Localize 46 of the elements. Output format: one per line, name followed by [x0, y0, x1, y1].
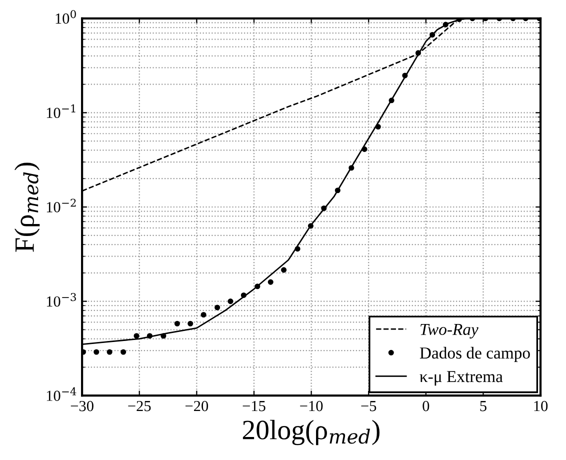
- point: [120, 349, 126, 355]
- x-axis-title: 20log(ρ$_{med}$): [242, 420, 380, 446]
- point: [334, 188, 340, 194]
- point: [348, 165, 354, 171]
- point: [228, 298, 234, 304]
- point: [214, 304, 220, 310]
- point: [281, 267, 287, 273]
- point: [375, 124, 381, 130]
- point: [388, 98, 394, 104]
- point: [415, 50, 422, 56]
- point: [240, 292, 246, 298]
- x-tick-label: 10: [534, 400, 548, 412]
- point: [160, 333, 166, 339]
- point: [268, 279, 274, 285]
- x-tick-label: 5: [480, 401, 486, 412]
- y-tick-label: 10$^{−3}$: [46, 293, 76, 307]
- point: [402, 72, 408, 78]
- point: [254, 284, 260, 290]
- legend-label: κ-μ Extrema: [420, 371, 503, 386]
- point: [362, 146, 368, 152]
- x-tick-label: −20: [186, 400, 208, 412]
- legend-label: Dados de campo: [420, 346, 530, 362]
- point: [200, 312, 206, 318]
- point: [134, 333, 140, 339]
- y-axis-title: F(ρ$_{med}$): [14, 162, 40, 252]
- point: [294, 246, 300, 252]
- x-tick-label: −30: [70, 400, 94, 412]
- point: [94, 349, 100, 355]
- point: [146, 333, 152, 339]
- x-tick-label: −15: [242, 400, 266, 412]
- y-tick-label: 10$^{−1}$: [46, 104, 76, 118]
- point: [308, 223, 314, 229]
- point: [442, 22, 448, 28]
- point: [188, 320, 194, 326]
- legend-label: Two-Ray: [420, 324, 478, 338]
- point: [321, 205, 327, 212]
- y-tick-label: 10$^{−4}$: [46, 387, 76, 401]
- x-tick-label: −10: [300, 400, 323, 412]
- point: [106, 349, 112, 355]
- y-tick-label: 10$^{0}$: [56, 10, 76, 24]
- x-tick-label: 0: [422, 400, 430, 412]
- x-tick-label: −5: [361, 401, 376, 412]
- y-tick-label: 10$^{−2}$: [46, 198, 76, 212]
- x-tick-label: −25: [128, 400, 151, 412]
- point: [430, 32, 436, 38]
- point: [174, 320, 180, 326]
